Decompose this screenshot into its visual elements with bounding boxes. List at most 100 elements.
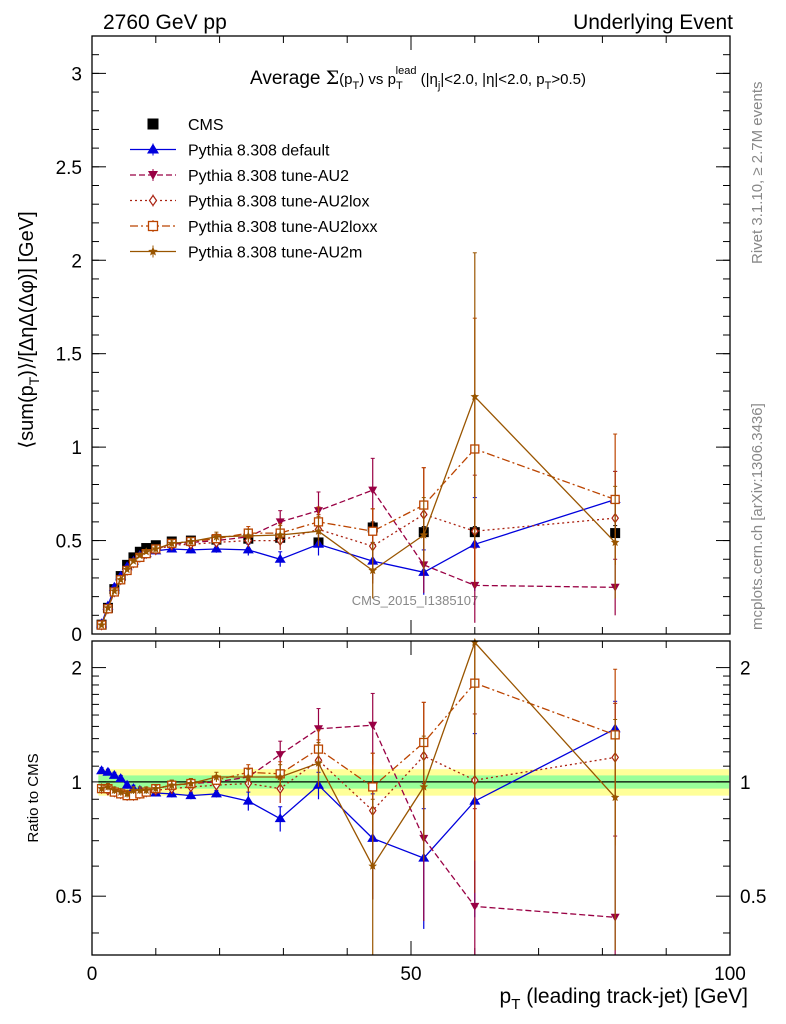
x-tick-label: 50 [400, 964, 421, 985]
ratio-default-point [96, 765, 108, 775]
main-series-au2m [97, 252, 620, 629]
mcplots-side-label: mcplots.cern.ch [arXiv:1306.3436] [749, 403, 766, 630]
au2-point [275, 518, 285, 527]
ratio-au2m-point [244, 772, 253, 781]
ratio-series-au2lox [97, 701, 620, 900]
ratio-au2m-point [167, 780, 176, 789]
main-series-cms [96, 521, 621, 630]
ratio-y-tick-label-right: 0.5 [740, 887, 766, 908]
au2loxx-point [368, 526, 378, 536]
legend-cms-label: CMS [188, 117, 224, 134]
ratio-au2-point [470, 902, 480, 911]
header-right-label: Underlying Event [573, 11, 733, 34]
au2m-point [368, 566, 377, 575]
rivet-side-label: Rivet 3.1.10, ≥ 2.7M events [749, 82, 766, 265]
main-y-tick-label: 1 [71, 438, 82, 459]
ratio-au2-point [313, 725, 323, 734]
ratio-au2m-point [419, 782, 428, 791]
ratio-au2m-point [470, 637, 480, 646]
au2m-point [122, 565, 132, 574]
ratio-y-tick-label-right: 2 [740, 659, 751, 680]
au2m-point [110, 586, 119, 595]
ratio-frame [91, 640, 731, 956]
x-tick-label: 100 [714, 964, 746, 985]
ratio-au2m-point [314, 758, 323, 767]
ratio-default-point [115, 773, 127, 783]
ratio-au2m-point [212, 772, 221, 781]
ratio-au2m-point [103, 782, 113, 791]
au2m-point [135, 551, 145, 560]
main-y-tick-label: 0 [71, 625, 82, 646]
ratio-au2-point [368, 721, 378, 730]
legend-default-label: Pythia 8.308 default [188, 143, 330, 160]
au2m-point [419, 530, 428, 539]
au2m-point [314, 526, 323, 535]
legend-au2lox-marker [148, 194, 158, 207]
ratio-au2m-point [97, 784, 106, 793]
au2m-point [470, 392, 480, 401]
au2m-point [610, 537, 620, 547]
ratio-panel: 0.5 0.5 1 1 2 2 0 50 100 Ratio to CMS pT (leadin… [25, 637, 766, 1013]
ratio-series-default [96, 700, 621, 929]
au2m-point [186, 537, 196, 546]
au2m-point [244, 531, 253, 540]
ratio-default-point [185, 790, 197, 800]
legend-au2lox-label: Pythia 8.308 tune-AU2lox [188, 194, 369, 211]
ratio-au2loxx-point [368, 782, 378, 792]
ratio-au2m-line [101, 641, 616, 868]
ratio-default-point [242, 795, 254, 805]
ratio-au2m-point [610, 792, 620, 802]
legend-au2loxx-marker [147, 220, 159, 232]
main-y-tick-label: 3 [71, 64, 82, 85]
ratio-au2m-point [129, 785, 138, 794]
ratio-series-au2loxx [96, 640, 620, 861]
au2m-point [167, 538, 176, 547]
header-left-label: 2760 GeV pp [103, 11, 227, 34]
ratio-y-tick-label: 1 [71, 773, 82, 794]
legend-cms-marker [147, 118, 159, 130]
au2m-point [116, 575, 125, 584]
main-y-tick-label: 2.5 [56, 158, 82, 179]
main-axis-ticks: 0 0.5 1 1.5 2 2.5 3 [56, 36, 731, 646]
main-y-tick-label: 2 [71, 251, 82, 272]
au2m-point [97, 620, 106, 629]
legend-au2-label: Pythia 8.308 tune-AU2 [188, 168, 349, 185]
au2m-point [151, 544, 161, 553]
au2m-point [212, 532, 221, 541]
legend-au2loxx-label: Pythia 8.308 tune-AU2loxx [188, 219, 377, 236]
ratio-default-point [210, 788, 222, 798]
ratio-y-axis-label: Ratio to CMS [25, 753, 42, 842]
main-frame [91, 35, 731, 635]
ratio-default-point [274, 813, 286, 823]
chart-title: Average Σ(pT) vs pTlead (|ηj|<2.0, |η|<2… [250, 65, 586, 92]
ratio-au2m-point [116, 787, 125, 796]
legend-au2m-marker [148, 246, 158, 256]
x-tick-label: 0 [87, 964, 98, 985]
x-axis-label: pT (leading track-jet) [GeV] [500, 985, 748, 1013]
ratio-au2m-point [151, 784, 161, 793]
watermark-label: CMS_2015_I1385107 [352, 593, 479, 608]
ratio-default-point [102, 766, 114, 776]
main-y-tick-label: 0.5 [56, 532, 82, 553]
default-point [274, 553, 286, 563]
legend-au2m-label: Pythia 8.308 tune-AU2m [188, 245, 362, 262]
main-y-tick-label: 1.5 [56, 345, 82, 366]
legend-au2-marker [148, 171, 158, 180]
ratio-au2-line [101, 724, 616, 918]
ratio-default-point [121, 779, 133, 789]
ratio-au2m-point [110, 785, 119, 794]
main-y-axis-label: ⟨sum(pT)⟩/[ΔηΔ(Δφ)] [GeV] [16, 211, 42, 448]
au2-point [368, 486, 378, 495]
au2m-line [100, 395, 616, 626]
ratio-axis-ticks: 0.5 0.5 1 1 2 2 0 50 100 [56, 641, 766, 985]
default-point [242, 544, 254, 554]
ratio-au2m-point [275, 772, 285, 781]
main-panel: 0 0.5 1 1.5 2 2.5 3 CMS_2015_I1385107 Average … [16, 35, 731, 646]
au2m-point [142, 547, 151, 556]
ratio-y-tick-label: 2 [71, 659, 82, 680]
au2m-point [103, 603, 113, 612]
ratio-y-tick-label-right: 1 [740, 773, 751, 794]
main-series-au2loxx [96, 317, 620, 630]
ratio-y-tick-label: 0.5 [56, 887, 82, 908]
